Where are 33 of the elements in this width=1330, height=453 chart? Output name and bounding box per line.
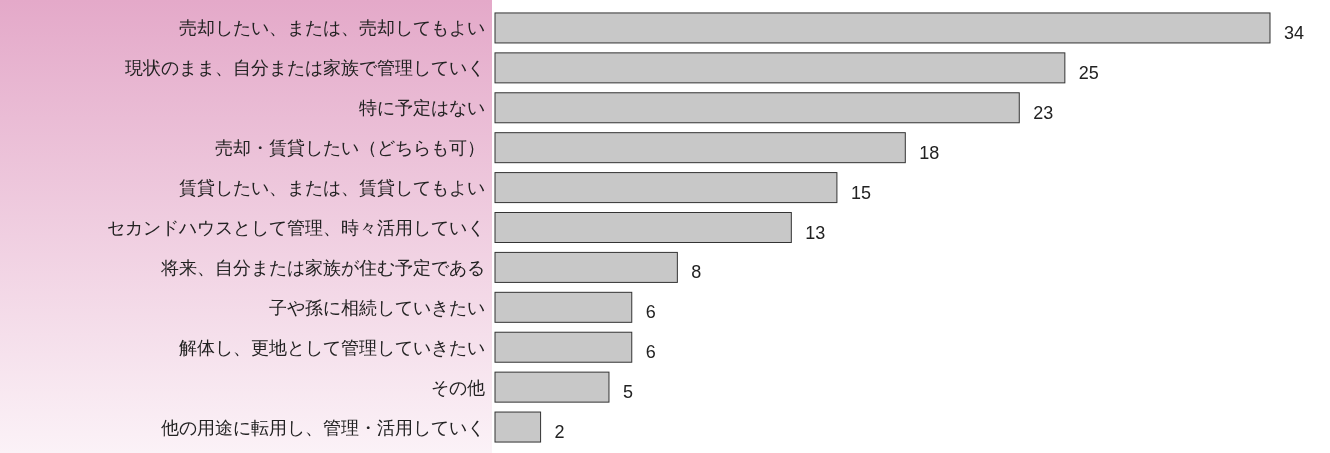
data-label: 15 bbox=[850, 182, 871, 203]
data-label: 25 bbox=[1078, 62, 1099, 83]
bar bbox=[494, 132, 906, 164]
y-tick-label: 特に予定はない bbox=[359, 97, 485, 119]
y-tick-label: 売却・賃貸したい（どちらも可） bbox=[215, 137, 485, 159]
y-tick-label: 売却したい、または、売却してもよい bbox=[179, 17, 485, 39]
data-label: 34 bbox=[1284, 22, 1305, 43]
bar bbox=[494, 172, 838, 204]
bar bbox=[494, 12, 1271, 44]
data-label: 8 bbox=[691, 262, 702, 283]
data-label: 2 bbox=[554, 422, 565, 443]
data-label: 13 bbox=[805, 222, 826, 243]
bar bbox=[494, 291, 633, 323]
y-tick-label: 現状のまま、自分または家族で管理していく bbox=[125, 57, 485, 79]
data-label: 6 bbox=[645, 342, 656, 363]
y-tick-label: 賃貸したい、または、賃貸してもよい bbox=[179, 177, 485, 199]
bar bbox=[494, 411, 542, 443]
data-label: 18 bbox=[919, 142, 940, 163]
data-label: 5 bbox=[622, 382, 633, 403]
y-tick-label: 他の用途に転用し、管理・活用していく bbox=[161, 416, 485, 438]
bar bbox=[494, 331, 633, 363]
data-label: 6 bbox=[645, 302, 656, 323]
bar bbox=[494, 212, 792, 243]
bar bbox=[494, 371, 610, 403]
y-tick-label: 解体し、更地として管理していきたい bbox=[179, 336, 485, 358]
y-tick-label: その他 bbox=[431, 376, 485, 398]
bar bbox=[494, 92, 1020, 124]
y-tick-label: 将来、自分または家族が住む予定である bbox=[160, 256, 485, 278]
bar bbox=[494, 52, 1066, 84]
y-tick-label: 子や孫に相続していきたい bbox=[269, 296, 485, 318]
bar bbox=[494, 251, 678, 283]
data-label: 23 bbox=[1033, 102, 1054, 123]
y-tick-label: セカンドハウスとして管理、時々活用していく bbox=[107, 217, 485, 238]
